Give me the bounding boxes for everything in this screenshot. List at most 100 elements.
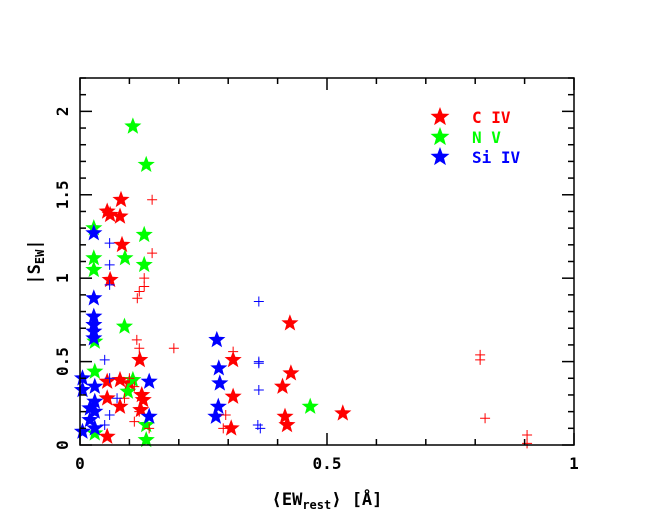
data-point-cross <box>112 393 123 404</box>
data-point-star <box>85 329 103 346</box>
y-tick-label: 1.5 <box>53 180 72 209</box>
data-point-cross <box>218 423 229 434</box>
data-point-star <box>86 392 104 409</box>
data-point-star <box>73 422 91 439</box>
data-point-cross <box>253 358 264 369</box>
data-point-star <box>124 370 142 388</box>
legend-label: C IV <box>472 108 511 127</box>
x-tick-label: 1 <box>569 454 579 473</box>
y-tick-label: 0.5 <box>53 347 72 376</box>
data-point-cross <box>480 413 491 424</box>
data-point-star <box>334 404 352 421</box>
data-point-star <box>86 402 104 419</box>
data-point-star <box>222 419 240 436</box>
data-point-star <box>282 364 300 381</box>
data-point-star <box>209 397 227 414</box>
data-point-cross <box>253 296 264 307</box>
data-point-cross <box>134 406 145 417</box>
legend-label: N V <box>472 128 501 147</box>
data-point-cross <box>124 373 135 384</box>
x-axis-label: ⟨EWrest⟩ [Å] <box>272 487 383 512</box>
data-point-cross <box>104 373 115 384</box>
data-point-cross <box>168 343 179 354</box>
legend-star-icon <box>430 147 450 166</box>
data-point-star <box>135 255 153 273</box>
data-point-star <box>140 372 158 389</box>
y-tick-label: 0 <box>53 440 72 450</box>
data-point-star <box>207 407 225 424</box>
data-point-star <box>274 377 292 394</box>
data-point-cross <box>104 259 115 270</box>
data-point-star <box>101 270 119 288</box>
data-point-star <box>101 205 119 223</box>
data-point-cross <box>132 293 143 304</box>
y-tick-label: 2 <box>53 107 72 117</box>
data-point-star <box>124 117 142 134</box>
data-point-star <box>81 399 99 416</box>
data-point-star <box>111 207 129 224</box>
data-point-star <box>112 190 130 208</box>
data-point-star <box>98 427 116 444</box>
data-point-cross <box>522 429 533 440</box>
data-point-cross <box>131 334 142 345</box>
data-point-star <box>224 350 242 368</box>
x-tick-label: 0.5 <box>313 454 342 473</box>
data-point-cross <box>99 419 110 430</box>
data-point-star <box>137 416 155 433</box>
legend-star-icon <box>430 127 450 146</box>
data-point-cross <box>255 423 266 434</box>
data-point-star <box>210 359 228 376</box>
data-point-star <box>98 389 116 406</box>
data-point-cross <box>147 194 158 205</box>
data-point-star <box>113 235 131 253</box>
data-point-star <box>86 419 104 436</box>
data-point-star <box>86 377 104 394</box>
data-point-star <box>73 380 91 398</box>
series-cross-4 <box>99 238 266 434</box>
legend: C IVN VSi IV <box>430 107 521 167</box>
data-point-cross <box>134 343 145 354</box>
series-cross-3 <box>119 194 533 449</box>
data-point-cross <box>104 409 115 420</box>
data-point-cross <box>104 238 115 249</box>
data-point-star <box>115 317 133 334</box>
data-point-star <box>98 372 116 389</box>
data-point-star <box>133 386 151 403</box>
data-point-cross <box>144 423 155 434</box>
data-point-star <box>140 407 158 424</box>
data-point-cross <box>99 354 110 365</box>
data-point-star <box>301 397 319 414</box>
data-point-cross <box>220 409 231 420</box>
data-point-star <box>224 387 242 404</box>
legend-label: Si IV <box>472 148 521 167</box>
data-point-star <box>132 401 150 418</box>
data-point-star <box>131 350 149 368</box>
data-point-star <box>86 424 104 441</box>
series-si-iv <box>73 224 229 439</box>
data-point-star <box>137 155 155 172</box>
data-point-cross <box>475 354 486 365</box>
data-point-cross <box>104 279 115 290</box>
data-point-star <box>85 307 103 324</box>
data-point-cross <box>129 381 140 392</box>
data-point-star <box>137 431 155 448</box>
y-tick-label: 1 <box>53 273 72 283</box>
data-point-star <box>73 369 91 386</box>
data-point-star <box>85 224 103 241</box>
data-point-star <box>85 249 103 266</box>
data-point-star <box>85 260 103 278</box>
data-point-cross <box>129 416 140 427</box>
legend-star-icon <box>430 107 450 126</box>
data-point-cross <box>253 384 264 395</box>
data-point-star <box>281 314 299 331</box>
data-point-star <box>81 411 99 428</box>
data-point-star <box>208 330 226 348</box>
data-point-star <box>211 374 229 391</box>
data-point-star <box>119 382 137 399</box>
data-point-star <box>116 249 134 266</box>
data-point-star <box>98 202 116 219</box>
data-point-cross <box>134 286 145 297</box>
data-point-cross <box>147 248 158 259</box>
data-point-cross <box>228 346 239 357</box>
